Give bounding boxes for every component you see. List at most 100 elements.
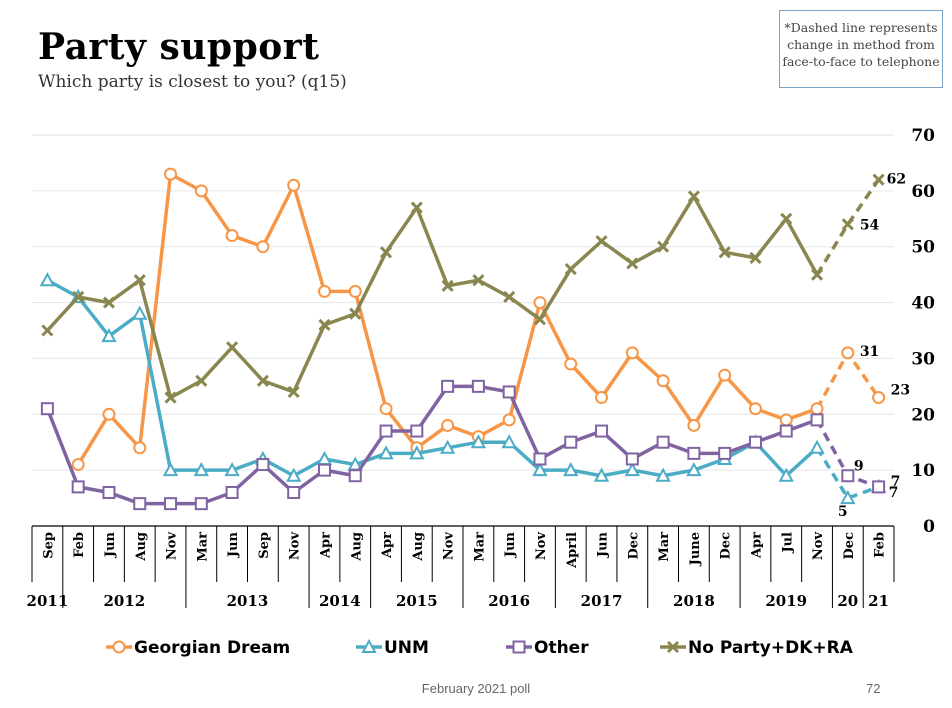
legend-item: No Party+DK+RA (660, 638, 854, 658)
data-point-marker (194, 184, 208, 198)
series-line-dashed (815, 178, 881, 276)
data-point-marker (379, 402, 393, 416)
data-point-marker (841, 218, 854, 231)
data-point-marker (256, 458, 270, 472)
x-tick-label: Nov (165, 532, 180, 561)
year-label: 2011 (27, 592, 69, 610)
data-point-marker (655, 467, 671, 482)
marker-stroke (472, 274, 485, 287)
data-point-marker (809, 439, 825, 454)
data-point-marker (563, 462, 579, 477)
data-point-marker (256, 240, 270, 254)
data-labels: 31 23 5 7 9 7 54 62 (838, 172, 910, 520)
data-point-marker (225, 485, 239, 499)
data-point-marker (441, 379, 455, 393)
data-point-marker (101, 327, 117, 343)
data-point-marker (164, 391, 177, 404)
marker-stroke (226, 341, 239, 354)
x-tick-label: Sep (41, 532, 56, 559)
data-point-marker (532, 462, 548, 477)
data-point-marker (133, 497, 147, 511)
series-line-dashed (815, 446, 880, 501)
data-point-marker (226, 341, 239, 354)
data-point-marker (317, 463, 331, 477)
year-label: 2015 (396, 592, 438, 610)
data-point-marker (318, 318, 331, 331)
year-label: 2018 (673, 592, 715, 610)
x-tick-label: Jul (780, 532, 795, 554)
data-point-marker (287, 178, 301, 192)
marker-stroke (318, 318, 331, 331)
data-point-marker (133, 441, 147, 455)
marker-stroke (564, 262, 577, 276)
data-point-marker (112, 640, 126, 654)
data-point-marker (840, 489, 856, 505)
x-tick-label: Apr (380, 532, 395, 559)
data-point-marker (348, 284, 362, 298)
year-label: 2016 (488, 592, 530, 610)
data-point-marker (379, 424, 393, 438)
data-point-marker (626, 257, 639, 270)
x-tick-label: Jun (503, 531, 518, 558)
marker-stroke (533, 313, 547, 326)
data-point-marker (348, 469, 362, 483)
x-tick-label: Dec (719, 532, 734, 560)
data-point-marker (564, 357, 578, 371)
data-point-marker (625, 452, 639, 466)
data-label: 9 (854, 459, 864, 475)
year-label: 2017 (581, 592, 623, 610)
data-point-marker (718, 368, 732, 382)
x-tick-label: Aug (411, 532, 426, 562)
data-point-marker (379, 246, 393, 259)
marker-stroke (626, 257, 639, 270)
x-tick-label: April (565, 532, 580, 569)
marker-stroke (133, 274, 146, 287)
data-point-marker (193, 462, 210, 477)
data-point-marker (361, 638, 377, 653)
x-tick-label: Dec (626, 532, 641, 560)
data-point-marker (749, 251, 762, 264)
data-point-marker (40, 402, 54, 416)
data-point-marker (686, 462, 702, 477)
data-point-marker (225, 229, 239, 243)
data-point-marker (748, 435, 762, 449)
legend-label: No Party+DK+RA (688, 638, 854, 658)
data-point-marker (471, 379, 485, 393)
marker-stroke (410, 201, 423, 214)
marker-stroke (379, 246, 393, 259)
year-label: 2019 (765, 592, 807, 610)
x-tick-label: Mar (472, 532, 487, 562)
data-point-marker (595, 235, 608, 248)
data-point-marker (656, 374, 670, 388)
x-tick-label: Jun (103, 531, 118, 558)
x-tick-label: Nov (811, 532, 826, 561)
legend-item: Georgian Dream (106, 638, 290, 658)
marker-stroke (687, 190, 700, 203)
data-point-marker (162, 462, 179, 477)
x-tick-label: Apr (318, 532, 333, 559)
chart-title: Party support (38, 26, 320, 68)
footer-text: February 2021 poll (421, 681, 531, 696)
marker-stroke (749, 251, 762, 264)
data-point-marker (71, 480, 85, 494)
data-point-marker (102, 485, 116, 499)
x-tick-label: Aug (349, 532, 364, 562)
data-point-marker (72, 290, 85, 304)
data-point-marker (39, 272, 56, 287)
data-point-marker (595, 424, 609, 438)
data-point-marker (410, 424, 424, 438)
year-label: 20 (837, 592, 858, 610)
data-point-marker (687, 190, 700, 203)
marker-stroke (256, 374, 269, 387)
data-point-marker (472, 274, 485, 287)
data-label: 31 (860, 344, 879, 360)
marker-stroke (195, 374, 208, 387)
data-point-marker (666, 640, 680, 654)
marker-stroke (102, 296, 116, 309)
data-point-marker (841, 346, 855, 360)
series-lines (39, 167, 887, 511)
year-label: 2013 (227, 592, 269, 610)
legend-label: Other (534, 638, 589, 658)
data-point-marker (164, 497, 178, 511)
year-label: 2014 (319, 592, 361, 610)
